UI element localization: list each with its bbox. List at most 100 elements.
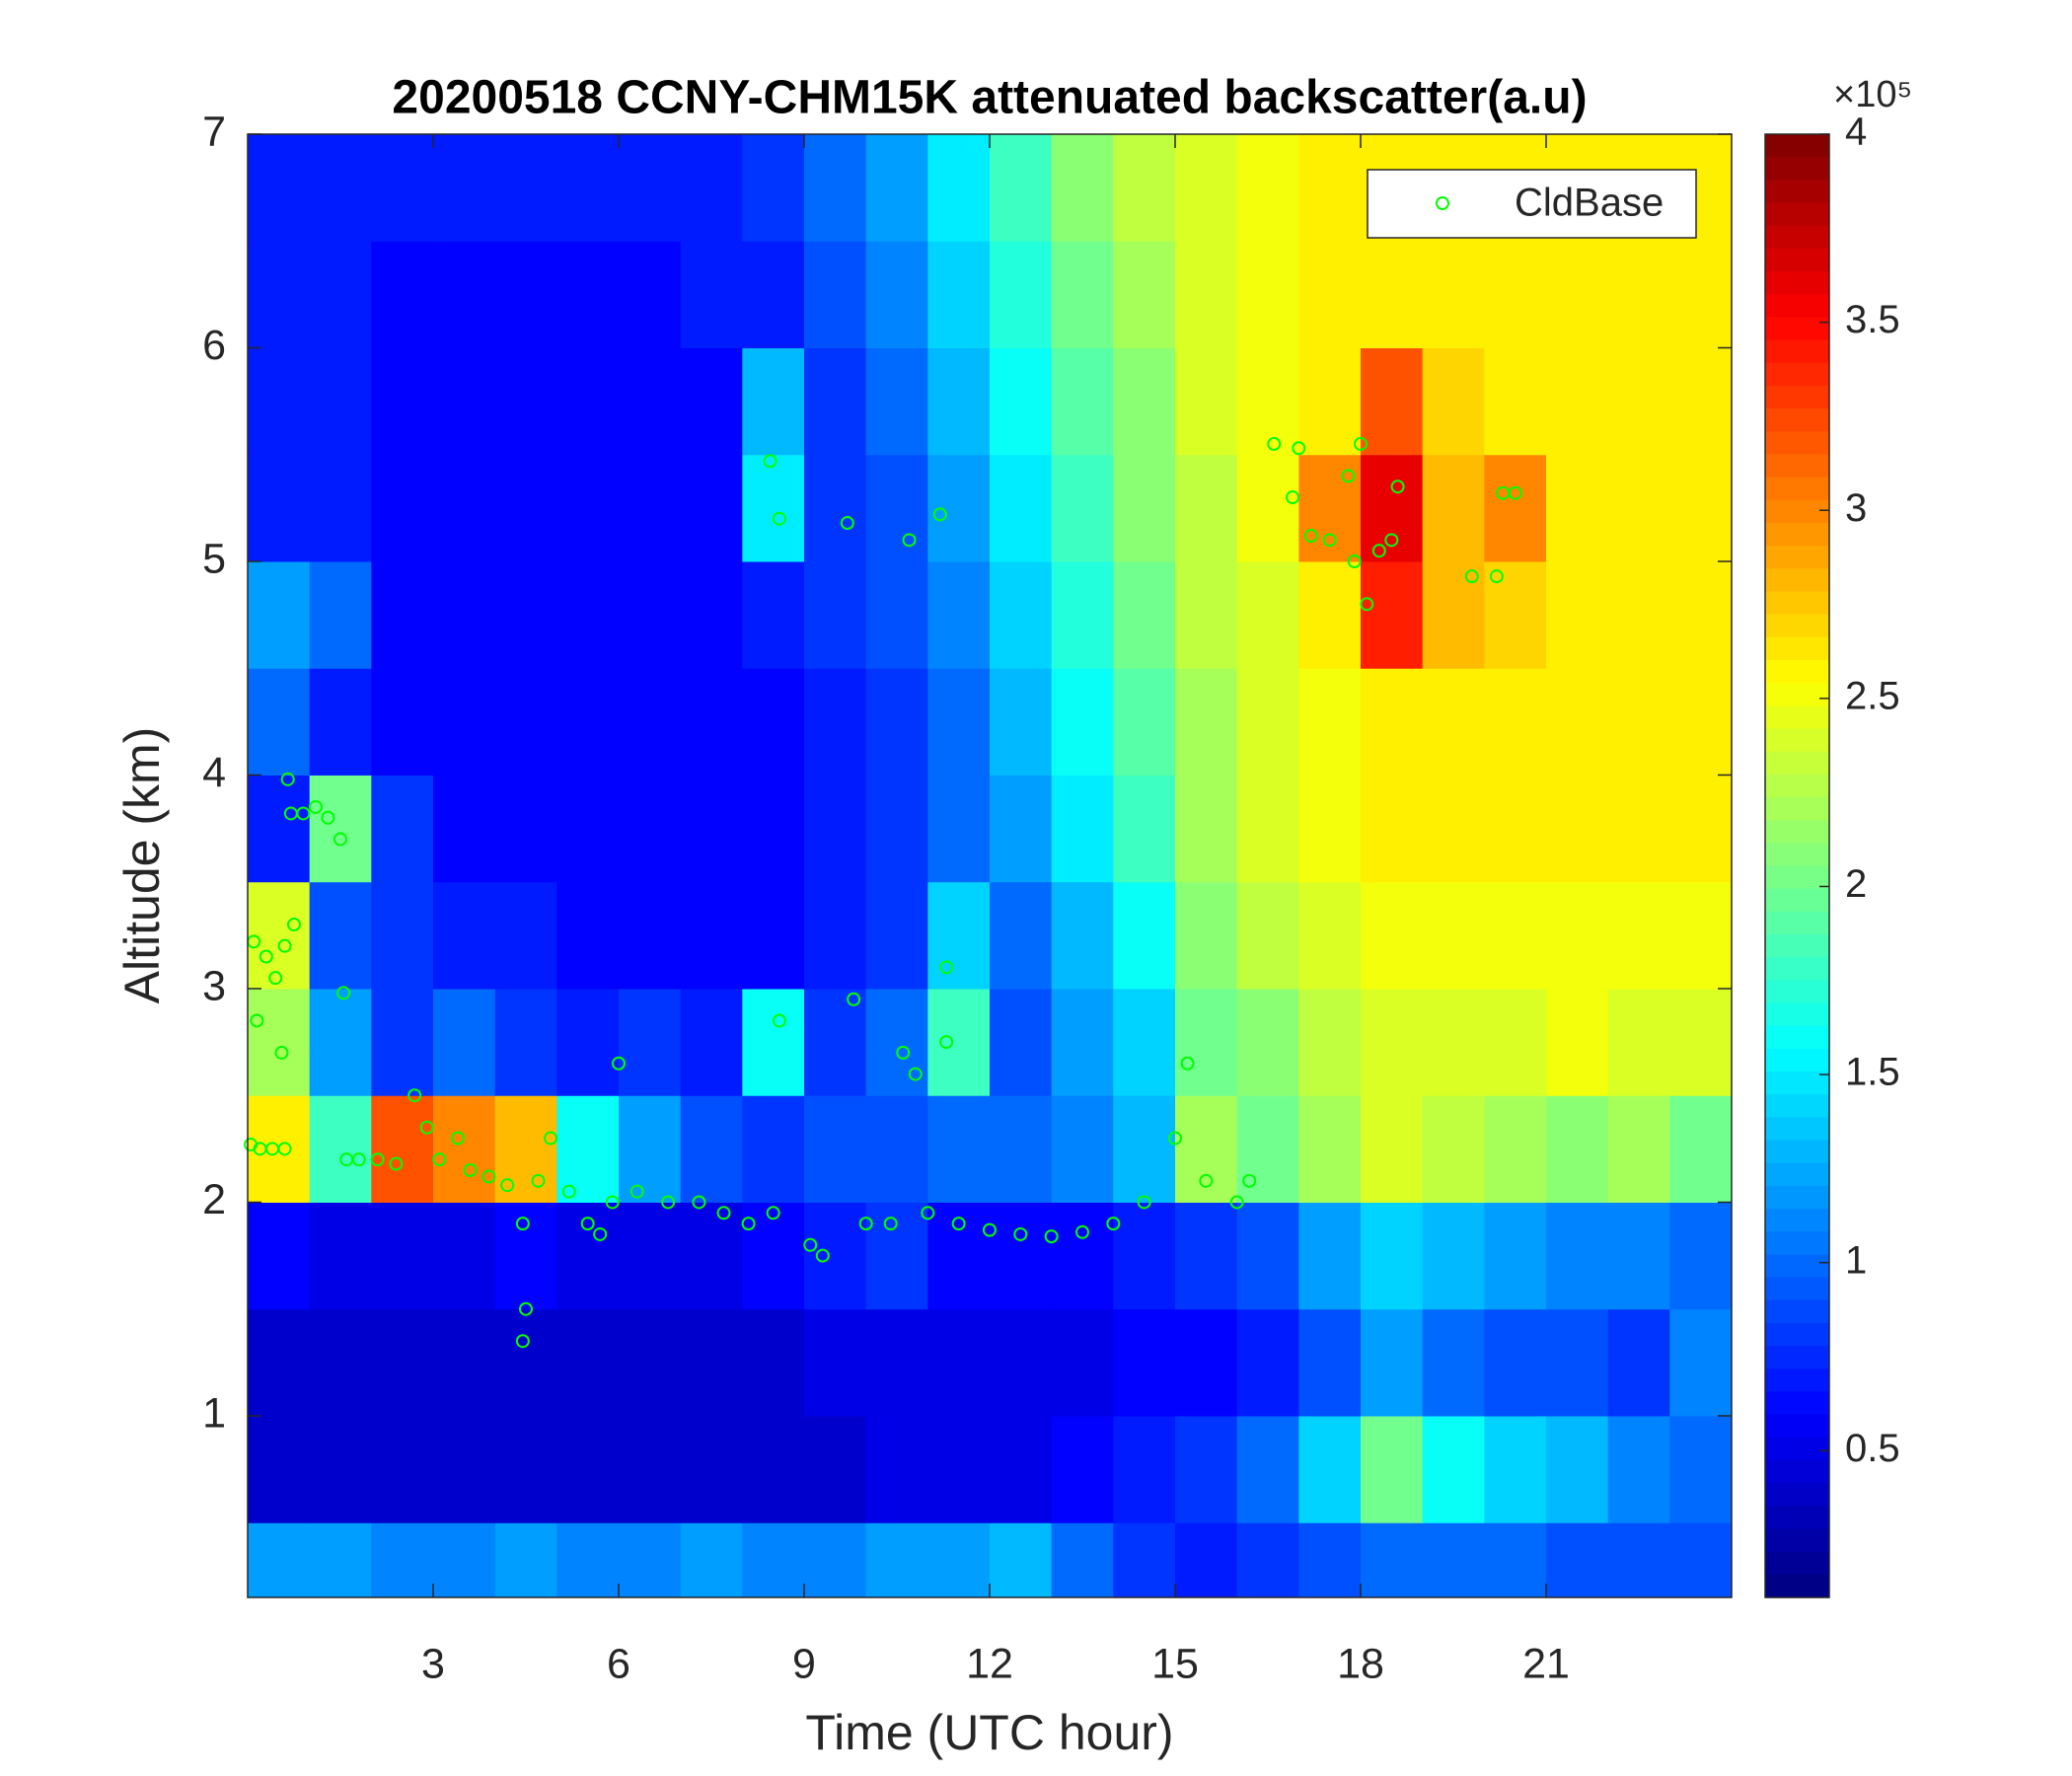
heatmap-cell bbox=[680, 560, 743, 669]
colorbar-swatch bbox=[1765, 477, 1829, 501]
heatmap-cell bbox=[1546, 560, 1609, 669]
heatmap-cell bbox=[1607, 988, 1670, 1096]
heatmap-cell bbox=[1113, 668, 1176, 776]
heatmap-cell bbox=[680, 1522, 743, 1598]
heatmap-cell bbox=[494, 454, 557, 562]
colorbar-swatch bbox=[1765, 1551, 1829, 1576]
heatmap-cell bbox=[1484, 454, 1547, 562]
cloud-base-point bbox=[1106, 1217, 1121, 1231]
heatmap-cell bbox=[309, 1202, 372, 1310]
heatmap-cell bbox=[1236, 1522, 1299, 1598]
heatmap-cell bbox=[1298, 560, 1362, 669]
heatmap-cell bbox=[1546, 454, 1609, 562]
heatmap-cell bbox=[1113, 1202, 1176, 1310]
cloud-base-point bbox=[268, 971, 283, 986]
heatmap-cell bbox=[1113, 881, 1176, 990]
cloud-base-point bbox=[1168, 1131, 1182, 1146]
cloud-base-point bbox=[515, 1217, 530, 1231]
heatmap-cell bbox=[1361, 454, 1424, 562]
cloud-base-point bbox=[921, 1206, 935, 1221]
heatmap-cell bbox=[556, 1202, 620, 1310]
heatmap-cell bbox=[1546, 1202, 1609, 1310]
heatmap-cell bbox=[1113, 1308, 1176, 1417]
legend: CldBase bbox=[1367, 169, 1697, 239]
heatmap-cell bbox=[619, 347, 682, 456]
heatmap-cell bbox=[309, 241, 372, 348]
heatmap-cell bbox=[804, 347, 867, 456]
heatmap-cell bbox=[1546, 1308, 1609, 1417]
heatmap-cell bbox=[804, 241, 867, 348]
heatmap-cell bbox=[619, 668, 682, 776]
colorbar-swatch bbox=[1765, 1231, 1829, 1256]
heatmap-cell bbox=[248, 988, 311, 1096]
heatmap-cell bbox=[927, 1415, 991, 1523]
heatmap-cell bbox=[990, 347, 1053, 456]
heatmap-cell bbox=[865, 881, 928, 990]
heatmap-cell bbox=[371, 1415, 434, 1523]
heatmap-cell bbox=[680, 988, 743, 1096]
colorbar-swatch bbox=[1765, 888, 1829, 913]
heatmap-cell bbox=[990, 668, 1053, 776]
heatmap-cell bbox=[742, 881, 805, 990]
x-tick-label: 18 bbox=[1337, 1640, 1384, 1687]
heatmap-cell bbox=[556, 668, 620, 776]
heatmap-cell bbox=[1051, 988, 1114, 1096]
heatmap-cell bbox=[680, 1308, 743, 1417]
heatmap-cell bbox=[1298, 454, 1362, 562]
heatmap-cell bbox=[619, 1308, 682, 1417]
cloud-base-point bbox=[612, 1056, 626, 1071]
cloud-base-point bbox=[1508, 485, 1522, 500]
heatmap-cell bbox=[1298, 775, 1362, 883]
colorbar-tick-label: 4 bbox=[1845, 111, 1867, 154]
heatmap-cell bbox=[1051, 241, 1114, 348]
cloud-base-point bbox=[419, 1120, 434, 1135]
heatmap-cell bbox=[371, 1522, 434, 1598]
heatmap-cell bbox=[494, 1308, 557, 1417]
heatmap-cell bbox=[1422, 1308, 1485, 1417]
cloud-base-point bbox=[1489, 569, 1504, 584]
heatmap-cell bbox=[927, 1522, 991, 1598]
colorbar-swatch bbox=[1765, 843, 1829, 867]
heatmap-cell bbox=[494, 1522, 557, 1598]
heatmap-cell bbox=[742, 347, 805, 456]
heatmap-cell bbox=[865, 134, 928, 242]
cloud-base-point bbox=[1464, 569, 1479, 584]
heatmap-cell bbox=[1484, 1415, 1547, 1523]
heatmap-cell bbox=[248, 668, 311, 776]
heatmap-cell bbox=[309, 881, 372, 990]
heatmap-cell bbox=[248, 134, 311, 242]
cloud-base-point bbox=[605, 1195, 620, 1210]
colorbar-swatch bbox=[1765, 1002, 1829, 1027]
heatmap-cell bbox=[433, 881, 496, 990]
colorbar-tick-label: 2 bbox=[1845, 862, 1867, 906]
cloud-base-point bbox=[896, 1045, 911, 1060]
heatmap-cell bbox=[1051, 347, 1114, 456]
heatmap-cell bbox=[1484, 1522, 1547, 1598]
heatmap-cell bbox=[1669, 988, 1733, 1096]
heatmap-cell bbox=[619, 988, 682, 1096]
x-tick-label: 15 bbox=[1151, 1640, 1199, 1687]
heatmap-cell bbox=[433, 1095, 496, 1203]
heatmap-cell bbox=[1669, 560, 1733, 669]
heatmap-cell bbox=[1546, 1095, 1609, 1203]
colorbar-swatch bbox=[1765, 1346, 1829, 1369]
chart-title: 20200518 CCNY-CHM15K attenuated backscat… bbox=[392, 72, 1587, 124]
heatmap-cell bbox=[1361, 1202, 1424, 1310]
colorbar-swatch bbox=[1765, 294, 1829, 318]
heatmap-cell bbox=[1484, 1308, 1547, 1417]
heatmap-cell bbox=[1484, 560, 1547, 669]
heatmap-cell bbox=[1422, 1095, 1485, 1203]
colorbar-swatch bbox=[1765, 454, 1829, 479]
heatmap-cell bbox=[371, 1095, 434, 1203]
heatmap-cell bbox=[1236, 1202, 1299, 1310]
heatmap-cell bbox=[1298, 1095, 1362, 1203]
heatmap-cell bbox=[865, 1415, 928, 1523]
heatmap-cell bbox=[1361, 775, 1424, 883]
colorbar-tick-label: 2.5 bbox=[1845, 674, 1900, 717]
colorbar-swatch bbox=[1765, 957, 1829, 981]
heatmap-cell bbox=[1361, 1308, 1424, 1417]
heatmap-cell bbox=[1669, 454, 1733, 562]
cloud-base-point bbox=[883, 1217, 898, 1231]
heatmap-cell bbox=[1422, 988, 1485, 1096]
cloud-base-point bbox=[287, 918, 301, 932]
